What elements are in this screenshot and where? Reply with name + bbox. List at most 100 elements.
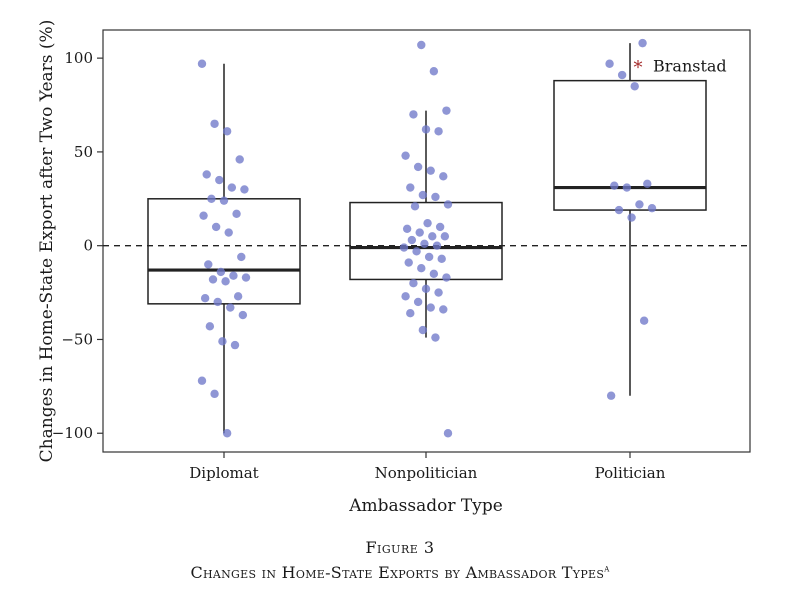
x-axis: Diplomat Nonpolitician Politician (189, 452, 666, 482)
annotations-group: * Branstad (634, 57, 727, 79)
data-point-politician (635, 200, 644, 209)
data-point-nonpolitician (406, 183, 415, 192)
data-point-politician (647, 203, 657, 213)
data-point-nonpolitician (413, 297, 423, 307)
data-point-nonpolitician (443, 429, 453, 438)
y-axis-title: Changes in Home-State Export after Two Y… (37, 20, 57, 463)
figure-title-text: Changes in Home-State Exports by Ambassa… (190, 563, 605, 582)
x-tick-label-nonpolitician: Nonpolitician (375, 464, 478, 482)
data-point-diplomat (197, 59, 207, 68)
data-point-diplomat (230, 340, 240, 350)
data-point-nonpolitician (442, 106, 451, 115)
y-tick-label: 100 (64, 49, 93, 67)
data-point-diplomat (205, 322, 215, 331)
data-point-diplomat (238, 310, 248, 320)
data-point-diplomat (204, 260, 213, 269)
data-point-diplomat (202, 170, 211, 179)
data-point-nonpolitician (409, 110, 418, 119)
data-point-nonpolitician (426, 303, 435, 312)
data-point-politician (606, 391, 616, 400)
data-point-diplomat (235, 155, 244, 164)
box-politician (553, 79, 707, 211)
data-point-politician (638, 38, 647, 48)
data-point-nonpolitician (404, 258, 413, 267)
data-point-nonpolitician (412, 247, 421, 256)
data-point-politician (605, 59, 614, 68)
data-point-diplomat (232, 209, 241, 219)
data-point-politician (614, 205, 624, 215)
data-point-nonpolitician (420, 239, 429, 249)
data-point-nonpolitician (424, 252, 434, 262)
boxes-group (147, 43, 707, 434)
data-point-nonpolitician (399, 243, 409, 252)
x-tick-label-politician: Politician (595, 464, 666, 482)
x-axis-title: Ambassador Type (348, 496, 503, 516)
data-point-diplomat (222, 127, 232, 136)
data-point-diplomat (241, 273, 251, 282)
data-point-diplomat (227, 183, 237, 192)
data-point-nonpolitician (429, 67, 439, 76)
data-point-nonpolitician (440, 232, 450, 241)
data-point-nonpolitician (426, 166, 435, 175)
data-point-nonpolitician (409, 279, 418, 288)
data-point-nonpolitician (418, 325, 428, 335)
data-point-diplomat (219, 196, 229, 205)
data-point-nonpolitician (417, 40, 426, 50)
box-diplomat (147, 198, 301, 305)
data-point-nonpolitician (442, 273, 451, 282)
data-point-nonpolitician (443, 200, 453, 209)
data-point-diplomat (210, 119, 219, 128)
data-point-diplomat (207, 194, 216, 203)
data-point-nonpolitician (439, 172, 448, 181)
annotation-marker: * (634, 58, 643, 79)
data-point-diplomat (213, 297, 222, 307)
data-point-diplomat (222, 429, 232, 438)
data-point-nonpolitician (434, 288, 443, 297)
data-point-nonpolitician (402, 224, 412, 234)
data-point-nonpolitician (431, 333, 440, 342)
data-point-nonpolitician (401, 151, 410, 160)
data-point-diplomat (240, 185, 249, 194)
figure-title: Changes in Home-State Exports by Ambassa… (0, 563, 800, 582)
data-point-diplomat (226, 303, 235, 312)
data-point-politician (610, 181, 619, 190)
y-axis: 100 50 0 −50 −100 (52, 49, 103, 442)
data-point-nonpolitician (432, 241, 442, 250)
data-point-nonpolitician (439, 305, 448, 314)
x-tick-label-diplomat: Diplomat (189, 464, 258, 482)
y-tick-label: 0 (83, 237, 93, 255)
annotation-label: Branstad (653, 57, 727, 76)
data-point-diplomat (208, 275, 218, 284)
data-point-diplomat (237, 252, 246, 262)
data-point-diplomat (224, 228, 233, 237)
y-tick-label: −100 (52, 424, 93, 442)
data-point-diplomat (210, 389, 219, 399)
data-point-politician (639, 316, 649, 325)
data-point-nonpolitician (407, 235, 417, 245)
data-point-politician (643, 179, 652, 188)
data-point-politician (627, 213, 636, 222)
data-point-nonpolitician (437, 254, 446, 264)
data-point-politician (617, 70, 627, 80)
data-point-nonpolitician (418, 190, 428, 200)
data-point-politician (630, 82, 639, 91)
data-point-diplomat (216, 267, 226, 277)
data-point-nonpolitician (417, 263, 426, 273)
data-point-diplomat (199, 211, 208, 220)
data-point-diplomat (218, 337, 227, 346)
data-point-diplomat (229, 271, 238, 280)
data-point-nonpolitician (434, 127, 443, 136)
data-point-nonpolitician (421, 284, 431, 294)
data-point-nonpolitician (428, 232, 437, 241)
data-point-nonpolitician (413, 162, 423, 172)
data-point-diplomat (233, 292, 243, 301)
data-point-nonpolitician (431, 192, 440, 202)
data-point-diplomat (200, 294, 210, 303)
y-tick-label: −50 (61, 330, 93, 348)
data-point-diplomat (215, 175, 224, 185)
points-group (197, 38, 657, 438)
data-point-diplomat (197, 376, 207, 385)
data-point-nonpolitician (401, 292, 410, 301)
data-point-nonpolitician (410, 202, 420, 211)
